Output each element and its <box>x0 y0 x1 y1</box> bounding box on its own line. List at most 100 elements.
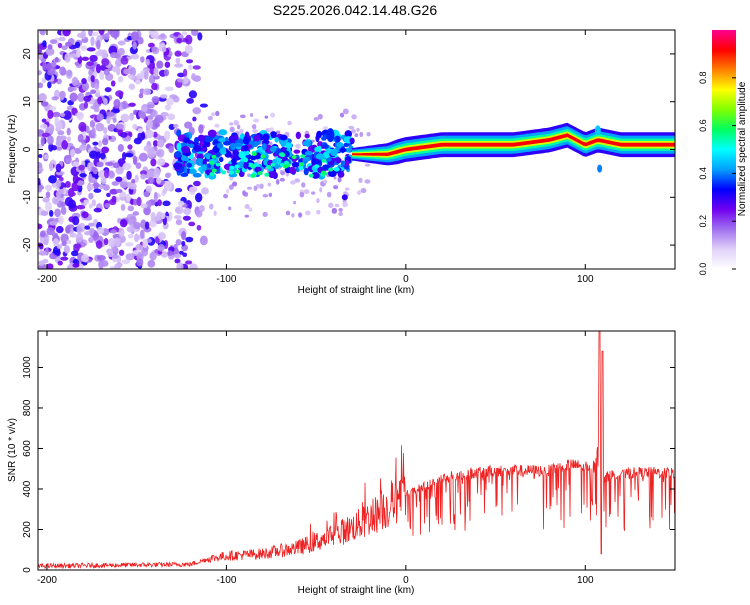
noise-blob <box>91 127 96 136</box>
noise-blob <box>96 161 104 168</box>
noise-blob <box>137 128 144 134</box>
noise-blob <box>193 180 201 187</box>
noise-blob <box>89 229 94 236</box>
noise-blob <box>162 46 167 53</box>
noise-blob <box>59 93 65 101</box>
noise-blob <box>188 186 198 193</box>
noise-blob <box>60 201 67 207</box>
noise-blob <box>181 240 186 247</box>
noise-blob <box>102 184 110 191</box>
noise-blob <box>147 42 155 48</box>
noise-blob <box>38 223 43 230</box>
noise-blob <box>364 163 371 167</box>
noise-blob <box>45 62 53 72</box>
noise-blob <box>106 115 111 125</box>
noise-blob <box>86 61 95 66</box>
noise-blob <box>194 192 203 203</box>
noise-blob <box>174 50 182 57</box>
noise-blob <box>95 63 101 74</box>
onset-blob <box>340 160 346 167</box>
onset-blob <box>189 169 197 175</box>
noise-blob <box>138 152 148 162</box>
noise-blob <box>198 205 205 213</box>
noise-blob <box>141 107 148 113</box>
noise-blob <box>339 112 345 118</box>
noise-blob <box>160 212 166 220</box>
noise-blob <box>132 221 141 230</box>
noise-blob <box>109 188 119 195</box>
noise-blob <box>244 214 250 218</box>
colorbar-gradient <box>712 30 736 269</box>
noise-blob <box>185 199 192 210</box>
noise-blob <box>326 191 332 198</box>
noise-blob <box>72 161 80 167</box>
noise-blob <box>38 260 45 266</box>
noise-blob <box>38 250 48 256</box>
noise-blob <box>71 76 79 87</box>
noise-blob <box>66 158 72 163</box>
spectrogram-xtick-label: -200 <box>37 274 57 285</box>
noise-blob <box>120 132 128 138</box>
onset-blob <box>293 149 301 154</box>
noise-blob <box>52 232 58 238</box>
noise-blob <box>197 32 203 41</box>
noise-blob <box>51 96 59 101</box>
onset-blob <box>218 137 226 143</box>
noise-blob <box>168 145 175 154</box>
onset-blob <box>343 142 350 148</box>
onset-blob <box>311 172 320 179</box>
noise-blob <box>40 136 45 147</box>
noise-blob <box>55 171 65 176</box>
noise-blob <box>155 236 160 244</box>
noise-blob <box>99 152 106 160</box>
noise-blob <box>175 239 182 246</box>
noise-blob <box>342 201 348 208</box>
noise-blob <box>364 179 371 184</box>
colorbar-tick-label: 0.2 <box>698 215 708 228</box>
noise-blob <box>147 177 155 185</box>
noise-blob <box>149 219 157 228</box>
onset-blob <box>264 154 269 160</box>
noise-blob <box>182 215 191 221</box>
colorbar-tick-label: 0.6 <box>698 119 708 132</box>
noise-blob <box>106 111 115 117</box>
noise-blob <box>102 137 109 146</box>
onset-blob <box>249 164 255 169</box>
onset-blob <box>321 158 327 163</box>
noise-blob <box>147 259 156 268</box>
onset-blob <box>193 144 202 152</box>
noise-blob <box>72 216 80 226</box>
noise-blob <box>49 106 57 112</box>
noise-blob <box>91 31 99 37</box>
noise-blob <box>38 82 44 89</box>
noise-blob <box>186 98 194 104</box>
noise-blob <box>140 219 147 230</box>
onset-blob <box>261 143 267 151</box>
onset-blob <box>186 162 192 168</box>
noise-blob <box>237 124 241 130</box>
onset-blob <box>303 156 311 162</box>
noise-blob <box>120 48 125 55</box>
snr-xtick-label: -200 <box>37 575 57 586</box>
noise-blob <box>56 179 62 188</box>
noise-blob <box>60 256 69 261</box>
noise-blob <box>103 238 109 246</box>
spectrogram-ytick-label: -20 <box>22 237 33 252</box>
noise-blob <box>113 30 118 40</box>
noise-blob <box>188 221 196 227</box>
noise-blob <box>140 56 145 63</box>
onset-blob <box>311 158 316 165</box>
noise-blob <box>95 122 105 132</box>
noise-blob <box>351 128 356 134</box>
noise-blob <box>173 253 182 259</box>
noise-blob <box>89 54 98 62</box>
noise-blob <box>322 126 329 131</box>
onset-blob <box>272 158 278 164</box>
noise-blob <box>182 68 188 78</box>
noise-blob <box>160 94 168 99</box>
noise-blob <box>233 120 239 126</box>
onset-blob <box>339 147 347 153</box>
tone-excursion <box>326 128 335 143</box>
onset-blob <box>264 172 270 177</box>
onset-blob <box>206 163 212 169</box>
